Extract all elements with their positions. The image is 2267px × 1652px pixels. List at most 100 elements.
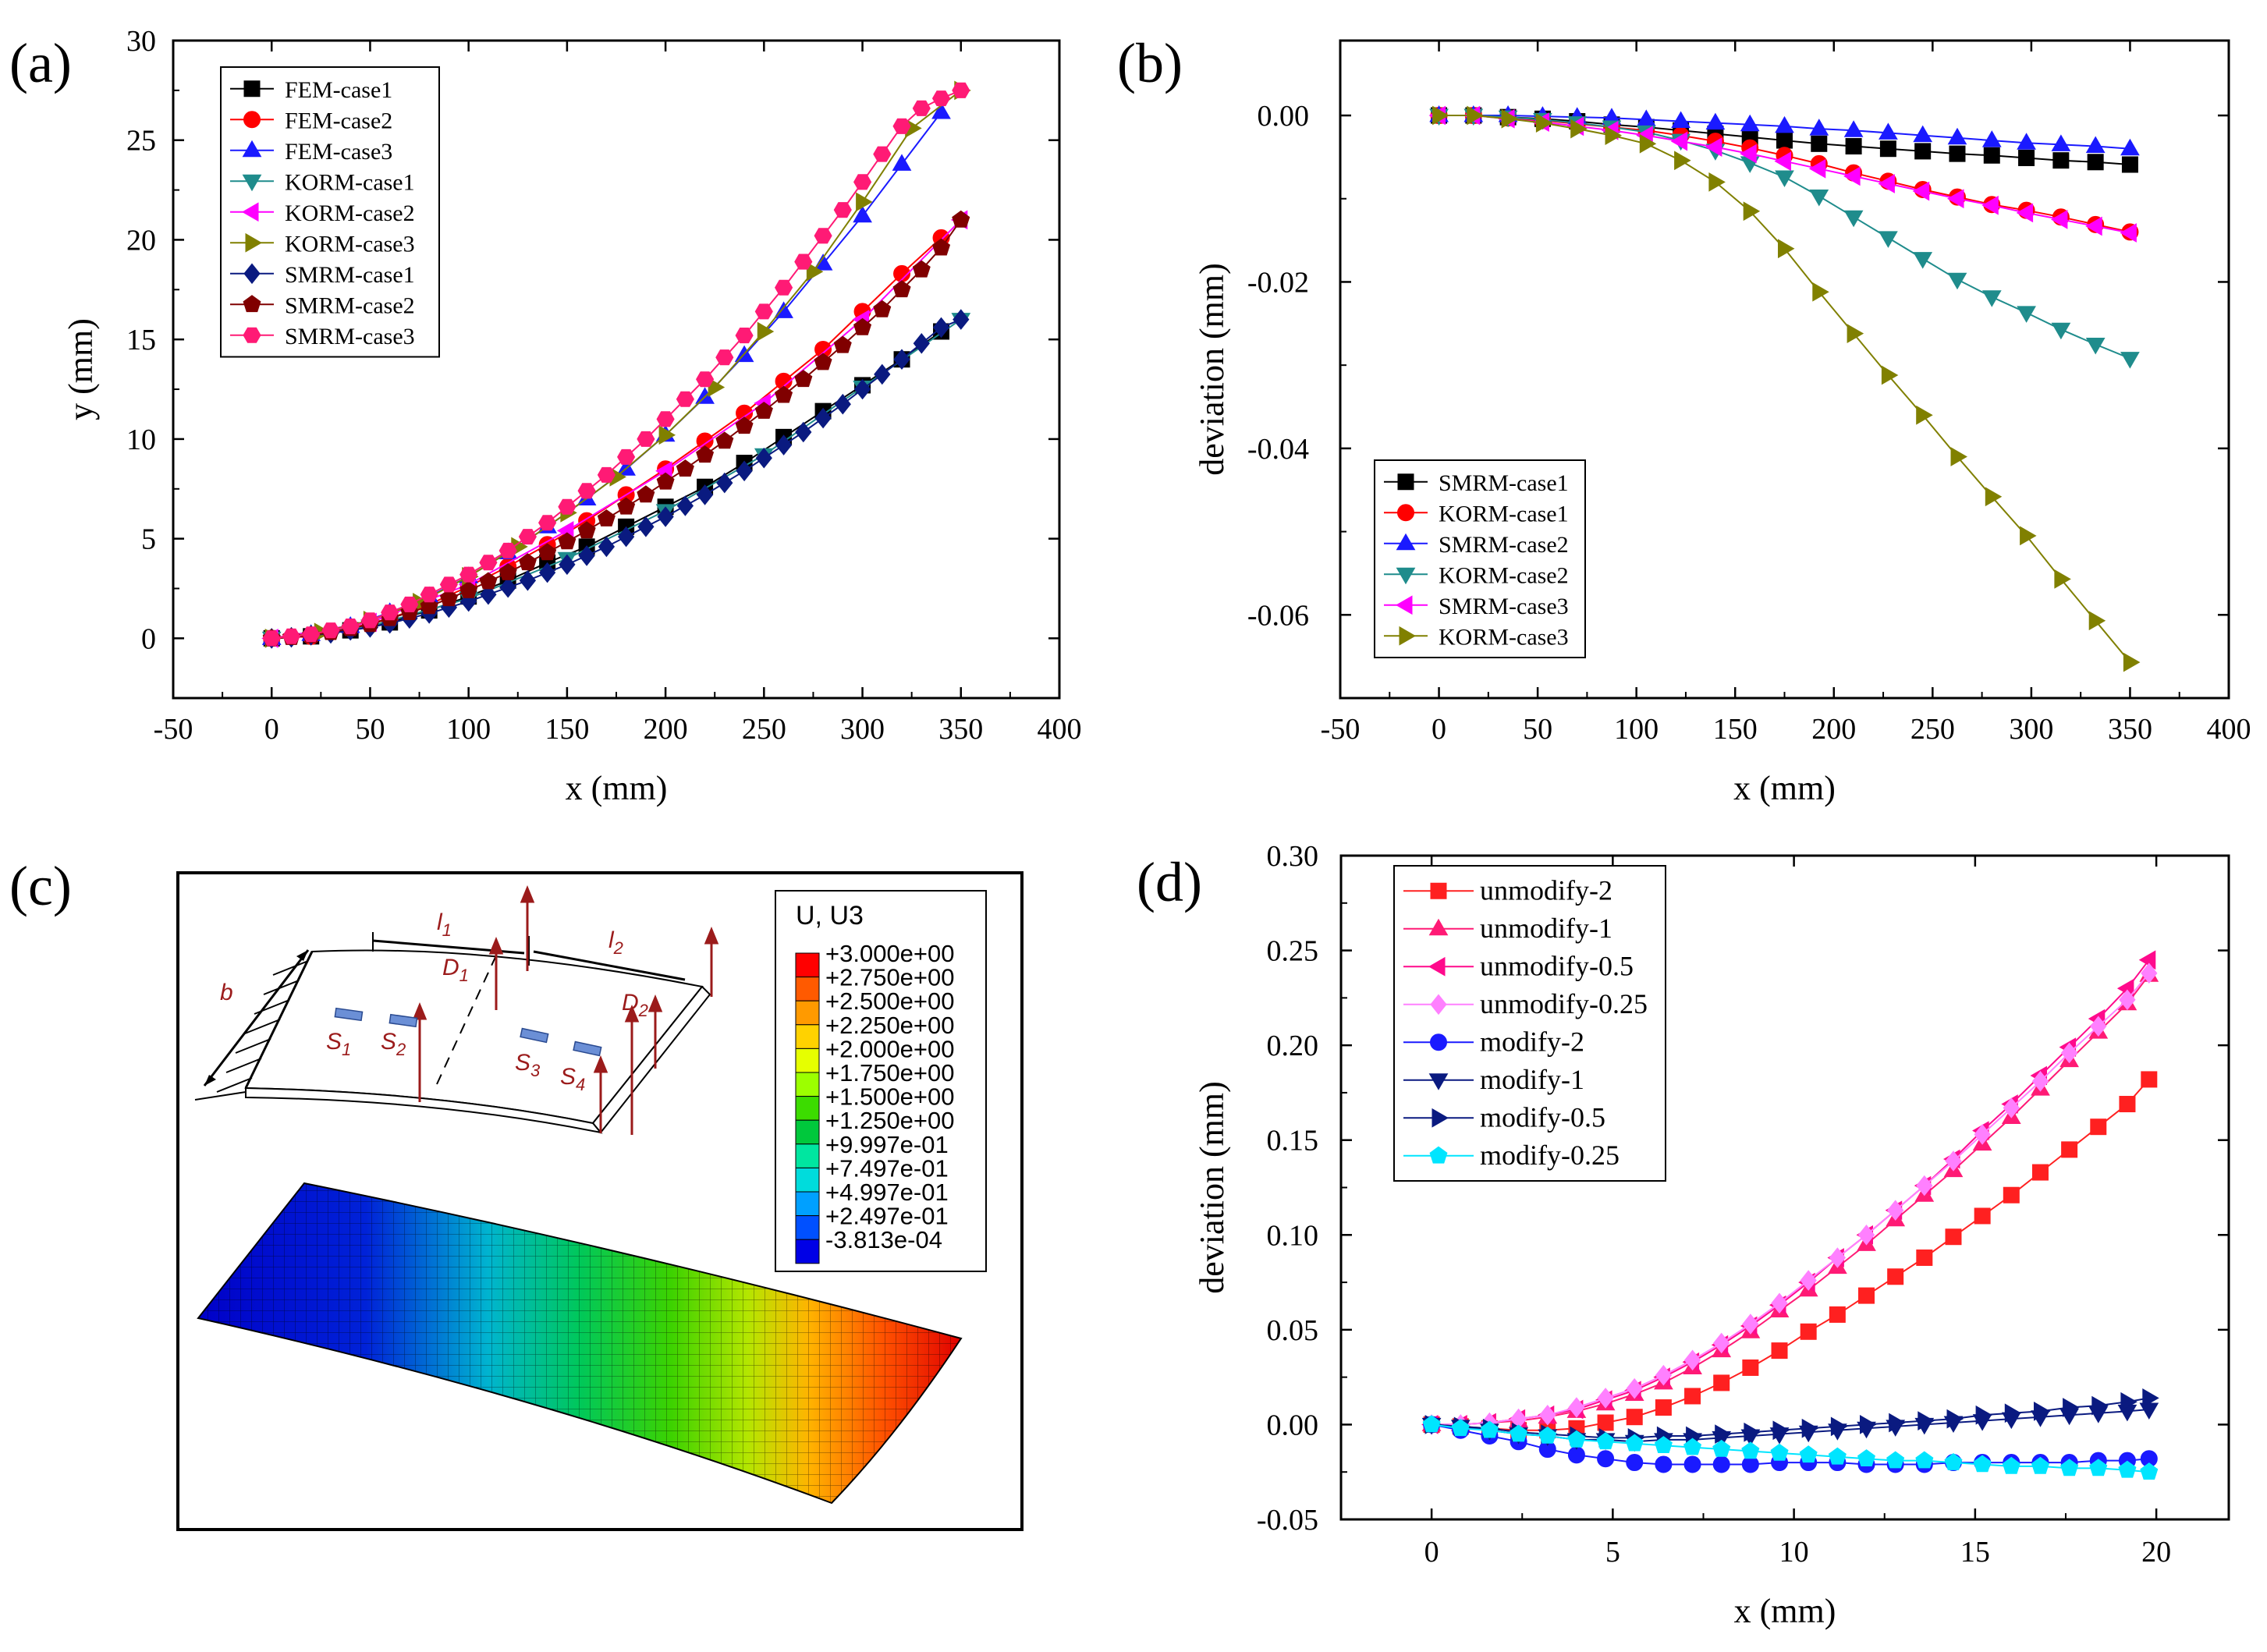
data-point: [1715, 1424, 1732, 1444]
data-point: [757, 321, 775, 342]
colorbar-swatch: [795, 952, 820, 978]
data-point: [1570, 119, 1588, 139]
y-tick-label: 0: [141, 622, 156, 655]
data-point: [2017, 133, 2036, 150]
data-point: [1510, 1424, 1528, 1442]
y-tick-label: -0.06: [1247, 599, 1309, 632]
legend-marker: [242, 140, 262, 158]
label-l1: l1: [437, 909, 452, 940]
colorbar-swatch: [795, 1119, 820, 1145]
data-point: [1887, 1268, 1904, 1285]
data-point: [775, 279, 793, 296]
data-point: [1878, 174, 1895, 193]
label-D2: D2: [622, 990, 648, 1020]
legend-marker: [1428, 956, 1446, 977]
colorbar-swatches: [795, 952, 820, 1264]
data-point: [2121, 156, 2138, 173]
panel-label-a: (a): [9, 32, 72, 94]
colorbar-label: -3.813e-04: [825, 1226, 942, 1253]
l2-dimension-line: [533, 950, 686, 981]
legend-marker: [243, 80, 261, 97]
data-point: [1535, 113, 1553, 133]
data-point: [912, 260, 931, 278]
data-point: [814, 353, 832, 370]
data-point: [519, 569, 537, 591]
data-point: [1771, 1292, 1788, 1314]
legend-label: modify-0.5: [1480, 1101, 1605, 1133]
data-point: [794, 253, 813, 270]
data-point: [1639, 133, 1657, 154]
x-tick-label: 250: [742, 713, 786, 746]
data-point: [2140, 1462, 2159, 1480]
data-point: [806, 261, 824, 282]
strain-sensors: [334, 1007, 602, 1057]
data-point: [2090, 1118, 2107, 1136]
data-point: [708, 378, 726, 397]
data-point: [479, 555, 498, 571]
legend-marker: [1399, 626, 1417, 646]
data-point: [1597, 1414, 1614, 1431]
data-point: [360, 612, 379, 629]
legend-marker: [243, 263, 261, 285]
x-axis-label: x (mm): [1733, 769, 1836, 807]
legend-label: SMRM-case2: [1439, 532, 1569, 558]
y-axis-label: deviation (mm): [1193, 1081, 1231, 1294]
x-tick-label: 300: [2009, 713, 2053, 746]
legend-marker: [243, 295, 261, 313]
data-point: [1605, 126, 1623, 145]
legend-label: SMRM-case3: [285, 324, 415, 349]
colorbar-label: +2.250e+00: [825, 1012, 955, 1039]
data-point: [735, 417, 754, 434]
data-point: [1946, 189, 1964, 209]
data-point: [2120, 138, 2140, 156]
legend-marker: [245, 232, 263, 253]
data-point: [1886, 1451, 1905, 1469]
x-tick-label: 200: [644, 713, 688, 746]
data-point: [459, 566, 478, 583]
hatch-marks: [194, 960, 309, 1101]
colorbar-label: +4.997e-01: [825, 1179, 949, 1206]
data-point: [696, 484, 714, 505]
x-tick-label: 300: [840, 713, 885, 746]
data-point: [2031, 1164, 2049, 1181]
data-point: [2119, 1096, 2136, 1113]
data-point: [1830, 1416, 1848, 1437]
data-point: [1949, 145, 1966, 162]
panel-label-d: (d): [1137, 851, 1202, 913]
data-point: [931, 90, 951, 107]
data-point: [1539, 1404, 1556, 1426]
data-point: [2051, 134, 2071, 151]
x-tick-label: -50: [154, 713, 193, 746]
data-point: [1772, 1420, 1790, 1441]
x-tick-label: 50: [355, 713, 385, 746]
data-point: [2061, 1141, 2078, 1158]
data-point: [381, 604, 399, 621]
y-tick-label: 0.00: [1258, 100, 1310, 133]
legend-b: SMRM-case1 KORM-case1 SMRM-case2 KORM-case2…: [1374, 459, 1586, 658]
b-arrow-bottom: [204, 1075, 216, 1086]
colorbar-label: +9.997e-01: [825, 1131, 949, 1158]
data-point: [656, 411, 675, 427]
data-point: [715, 431, 734, 449]
legend-marker: [1428, 918, 1449, 936]
data-point: [1683, 1438, 1702, 1455]
data-point: [716, 472, 733, 494]
y-tick-label: 20: [126, 224, 156, 257]
data-point: [833, 335, 852, 353]
data-point: [794, 370, 813, 388]
data-point: [1860, 1415, 1877, 1434]
data-point: [696, 371, 715, 388]
colorbar-label: +2.500e+00: [825, 987, 955, 1015]
data-point: [1684, 1388, 1701, 1405]
x-tick-label: 400: [1038, 713, 1082, 746]
data-point: [637, 431, 655, 447]
legend-label: KORM-case2: [1439, 562, 1569, 588]
data-point: [1800, 1323, 1817, 1340]
legend-label: SMRM-case1: [1439, 470, 1569, 496]
colorbar-label: +1.250e+00: [825, 1107, 955, 1134]
data-point: [1829, 1306, 1846, 1323]
data-point: [479, 572, 498, 590]
force-arrows: [412, 885, 719, 1135]
data-point: [1742, 1359, 1759, 1376]
